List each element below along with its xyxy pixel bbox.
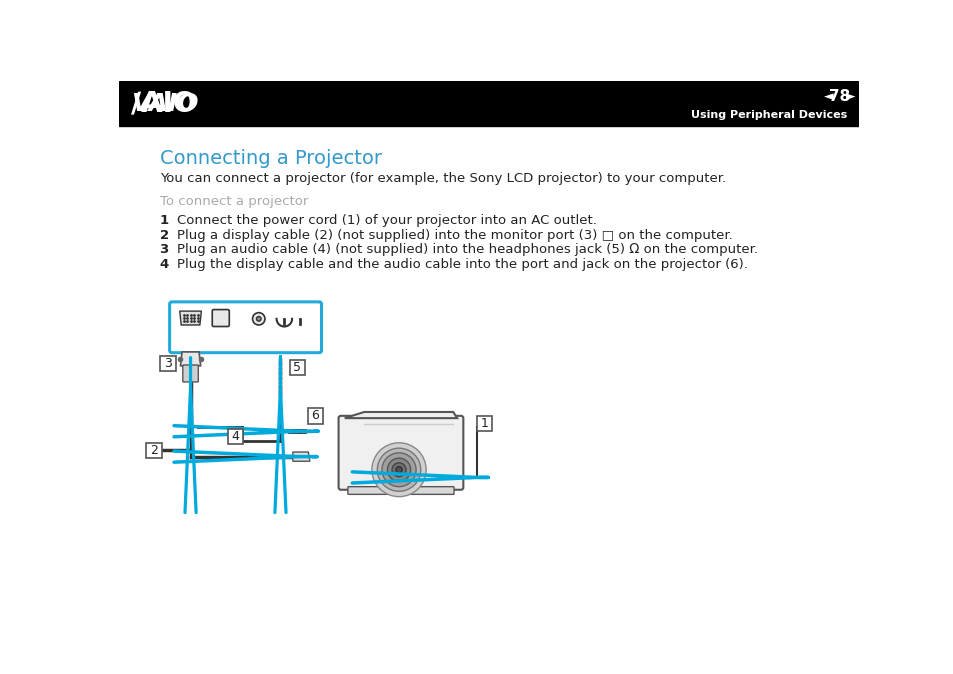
Text: Connecting a Projector: Connecting a Projector	[159, 149, 381, 168]
Circle shape	[387, 458, 410, 481]
Text: 2: 2	[150, 444, 158, 457]
Circle shape	[381, 453, 416, 487]
Bar	[119, 81, 858, 126]
Text: ►: ►	[845, 90, 855, 103]
FancyBboxPatch shape	[160, 356, 175, 371]
FancyBboxPatch shape	[338, 416, 463, 490]
FancyBboxPatch shape	[476, 416, 492, 431]
Text: VAIO: VAIO	[131, 92, 198, 116]
Text: 3: 3	[164, 357, 172, 370]
Text: You can connect a projector (for example, the Sony LCD projector) to your comput: You can connect a projector (for example…	[159, 172, 725, 185]
Polygon shape	[179, 311, 201, 325]
FancyBboxPatch shape	[212, 309, 229, 326]
FancyBboxPatch shape	[348, 487, 454, 494]
FancyBboxPatch shape	[146, 443, 162, 458]
FancyBboxPatch shape	[228, 429, 243, 444]
Text: Plug a display cable (2) (not supplied) into the monitor port (3) □ on the compu: Plug a display cable (2) (not supplied) …	[176, 228, 732, 242]
Text: ◄: ◄	[823, 90, 833, 103]
Polygon shape	[293, 452, 310, 461]
Text: Using Peripheral Devices: Using Peripheral Devices	[691, 110, 847, 120]
FancyBboxPatch shape	[183, 365, 198, 382]
Text: 1: 1	[479, 417, 488, 430]
Text: 1: 1	[159, 214, 169, 227]
Text: Plug an audio cable (4) (not supplied) into the headphones jack (5) Ω on the com: Plug an audio cable (4) (not supplied) i…	[176, 243, 757, 256]
Polygon shape	[344, 412, 456, 418]
Text: 5: 5	[294, 361, 301, 374]
Text: Plug the display cable and the audio cable into the port and jack on the project: Plug the display cable and the audio cab…	[176, 258, 747, 271]
Circle shape	[377, 448, 420, 491]
Text: Connect the power cord (1) of your projector into an AC outlet.: Connect the power cord (1) of your proje…	[176, 214, 596, 227]
Circle shape	[372, 443, 426, 497]
Circle shape	[395, 466, 402, 472]
Text: 3: 3	[159, 243, 169, 256]
FancyBboxPatch shape	[170, 302, 321, 353]
Text: ∕AIO: ∕AIO	[131, 90, 196, 117]
Text: 4: 4	[159, 258, 169, 271]
Text: 6: 6	[311, 409, 319, 423]
Circle shape	[256, 317, 261, 321]
Polygon shape	[180, 352, 200, 366]
Circle shape	[392, 463, 406, 477]
Text: To connect a projector: To connect a projector	[159, 195, 308, 208]
FancyBboxPatch shape	[307, 408, 323, 423]
Text: 78: 78	[828, 89, 850, 104]
FancyBboxPatch shape	[290, 360, 305, 375]
Circle shape	[253, 313, 265, 325]
Text: 4: 4	[232, 430, 239, 443]
Text: 2: 2	[159, 228, 169, 242]
